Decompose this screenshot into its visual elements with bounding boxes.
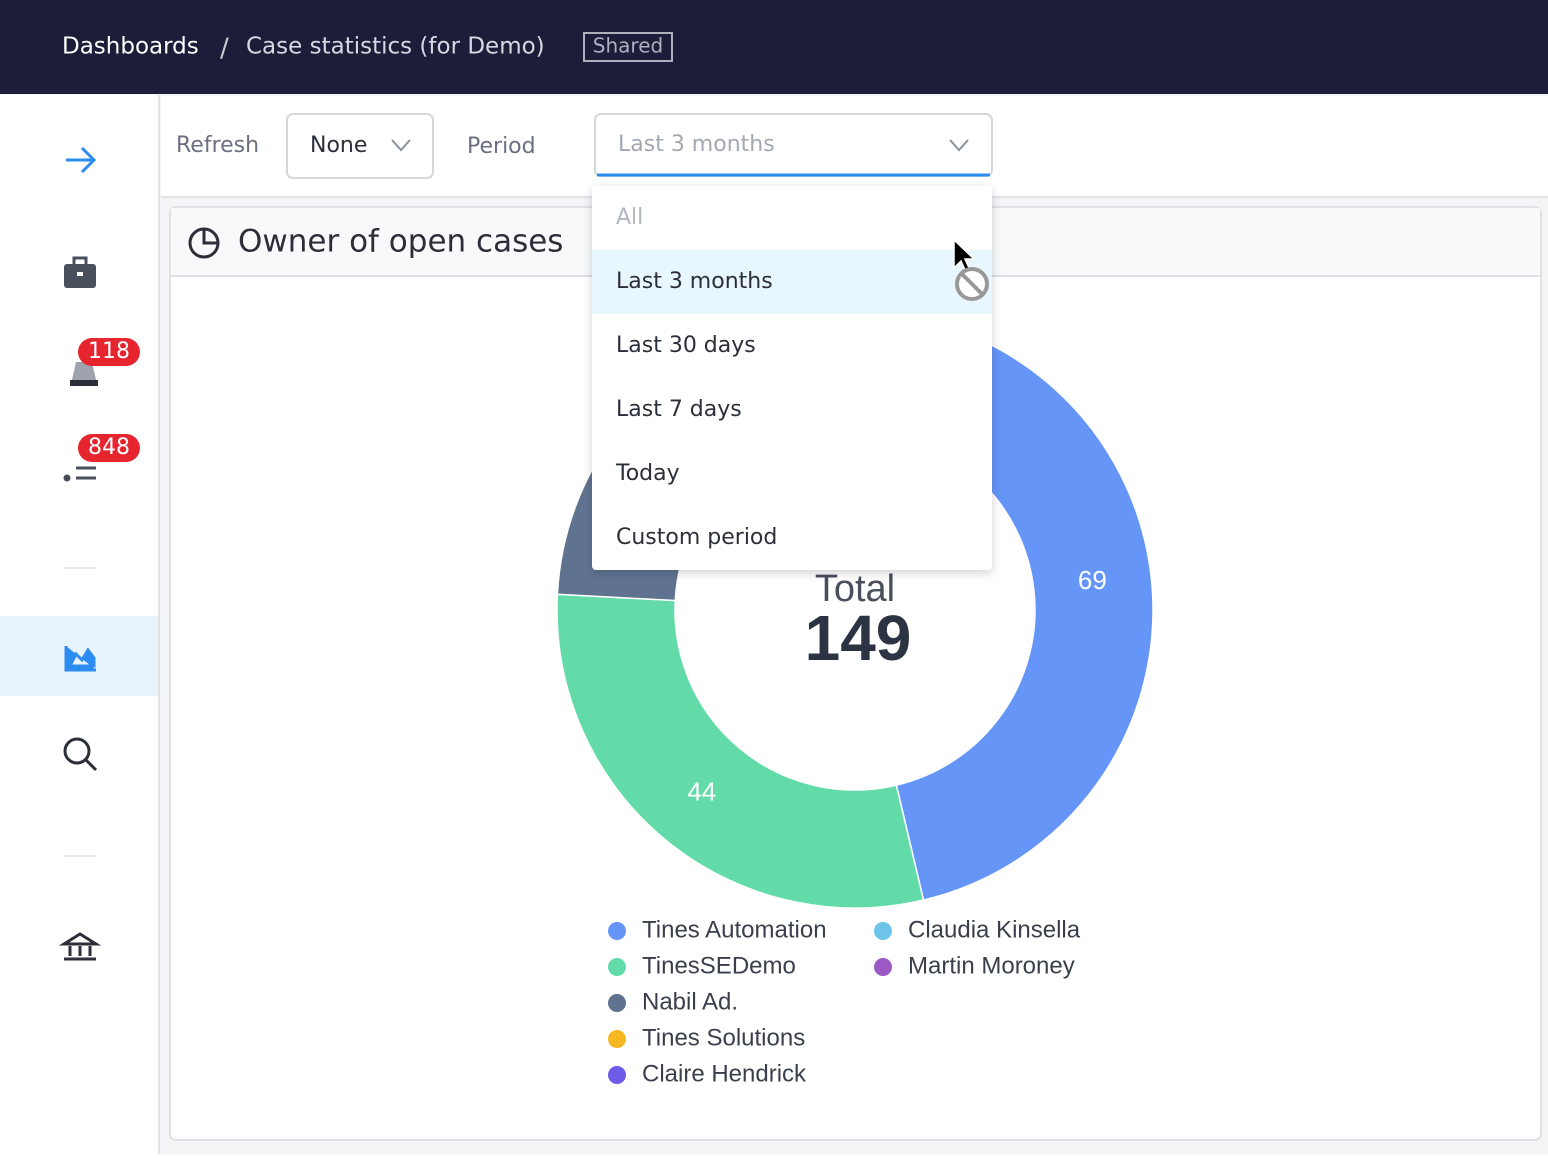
dashboards-icon[interactable] — [64, 646, 96, 672]
shared-badge-frame — [583, 32, 673, 62]
panel-title: Owner of open cases — [238, 224, 563, 260]
dropdown-option[interactable]: All — [616, 205, 643, 230]
dropdown-option[interactable]: Last 3 months — [616, 269, 773, 294]
dropdown-option[interactable]: Custom period — [616, 525, 777, 550]
center-value: 149 — [805, 602, 912, 674]
legend-swatch — [608, 922, 626, 940]
dropdown-option[interactable]: Last 30 days — [616, 333, 756, 358]
breadcrumb-separator: / — [220, 34, 229, 64]
option-highlight — [592, 250, 992, 314]
shared-badge: Shared — [593, 34, 663, 58]
cases-badge: 848 — [88, 435, 130, 460]
slice-label: 44 — [687, 776, 716, 806]
legend-swatch — [874, 958, 892, 976]
search-icon[interactable] — [63, 737, 98, 772]
donut-slice — [556, 593, 925, 909]
period-label: Period — [467, 134, 536, 159]
legend-swatch — [874, 922, 892, 940]
legend-label: Claire Hendrick — [642, 1060, 807, 1087]
chevron — [949, 139, 969, 152]
chevron — [391, 139, 411, 152]
legend-label: Martin Moroney — [908, 952, 1075, 979]
dropdown-menu — [592, 186, 992, 570]
center-label: Total — [815, 568, 895, 610]
legend-label: Claudia Kinsella — [908, 916, 1081, 943]
refresh-select[interactable] — [286, 113, 434, 179]
breadcrumb-link[interactable]: Dashboards — [62, 34, 199, 60]
refresh-value: None — [310, 133, 367, 158]
top-bar — [0, 0, 1548, 94]
legend-swatch — [608, 994, 626, 1012]
period-dropdown: All Last 3 months Last 30 days Last 7 days T… — [592, 186, 992, 570]
donut-slice — [854, 311, 1154, 901]
refresh-label: Refresh — [176, 133, 259, 158]
legend-swatch — [608, 1066, 626, 1084]
legend-label: TinesSEDemo — [642, 952, 796, 979]
legend-swatch — [608, 1030, 626, 1048]
dashboard-title: Case statistics (for Demo) — [246, 34, 545, 60]
tasks-icon[interactable] — [63, 466, 96, 482]
period-value: Last 3 months — [618, 132, 775, 157]
cursor — [953, 238, 989, 301]
alerts-icon[interactable] — [70, 362, 98, 386]
alerts-badge: 118 — [88, 339, 130, 364]
legend-label: Nabil Ad. — [642, 988, 738, 1015]
cases-badge-bg — [78, 434, 140, 462]
expand-icon[interactable] — [66, 146, 97, 174]
legend-swatch — [608, 958, 626, 976]
admin-icon[interactable] — [58, 932, 102, 961]
legend-label: Tines Solutions — [642, 1024, 805, 1051]
cases-icon[interactable] — [64, 256, 96, 288]
slice-label: 69 — [1078, 565, 1107, 595]
dropdown-option[interactable]: Last 7 days — [616, 397, 742, 422]
pie-icon — [188, 227, 220, 259]
alerts-badge-bg — [78, 338, 140, 366]
legend-label: Tines Automation — [642, 916, 827, 943]
dropdown-option[interactable]: Today — [615, 461, 680, 486]
